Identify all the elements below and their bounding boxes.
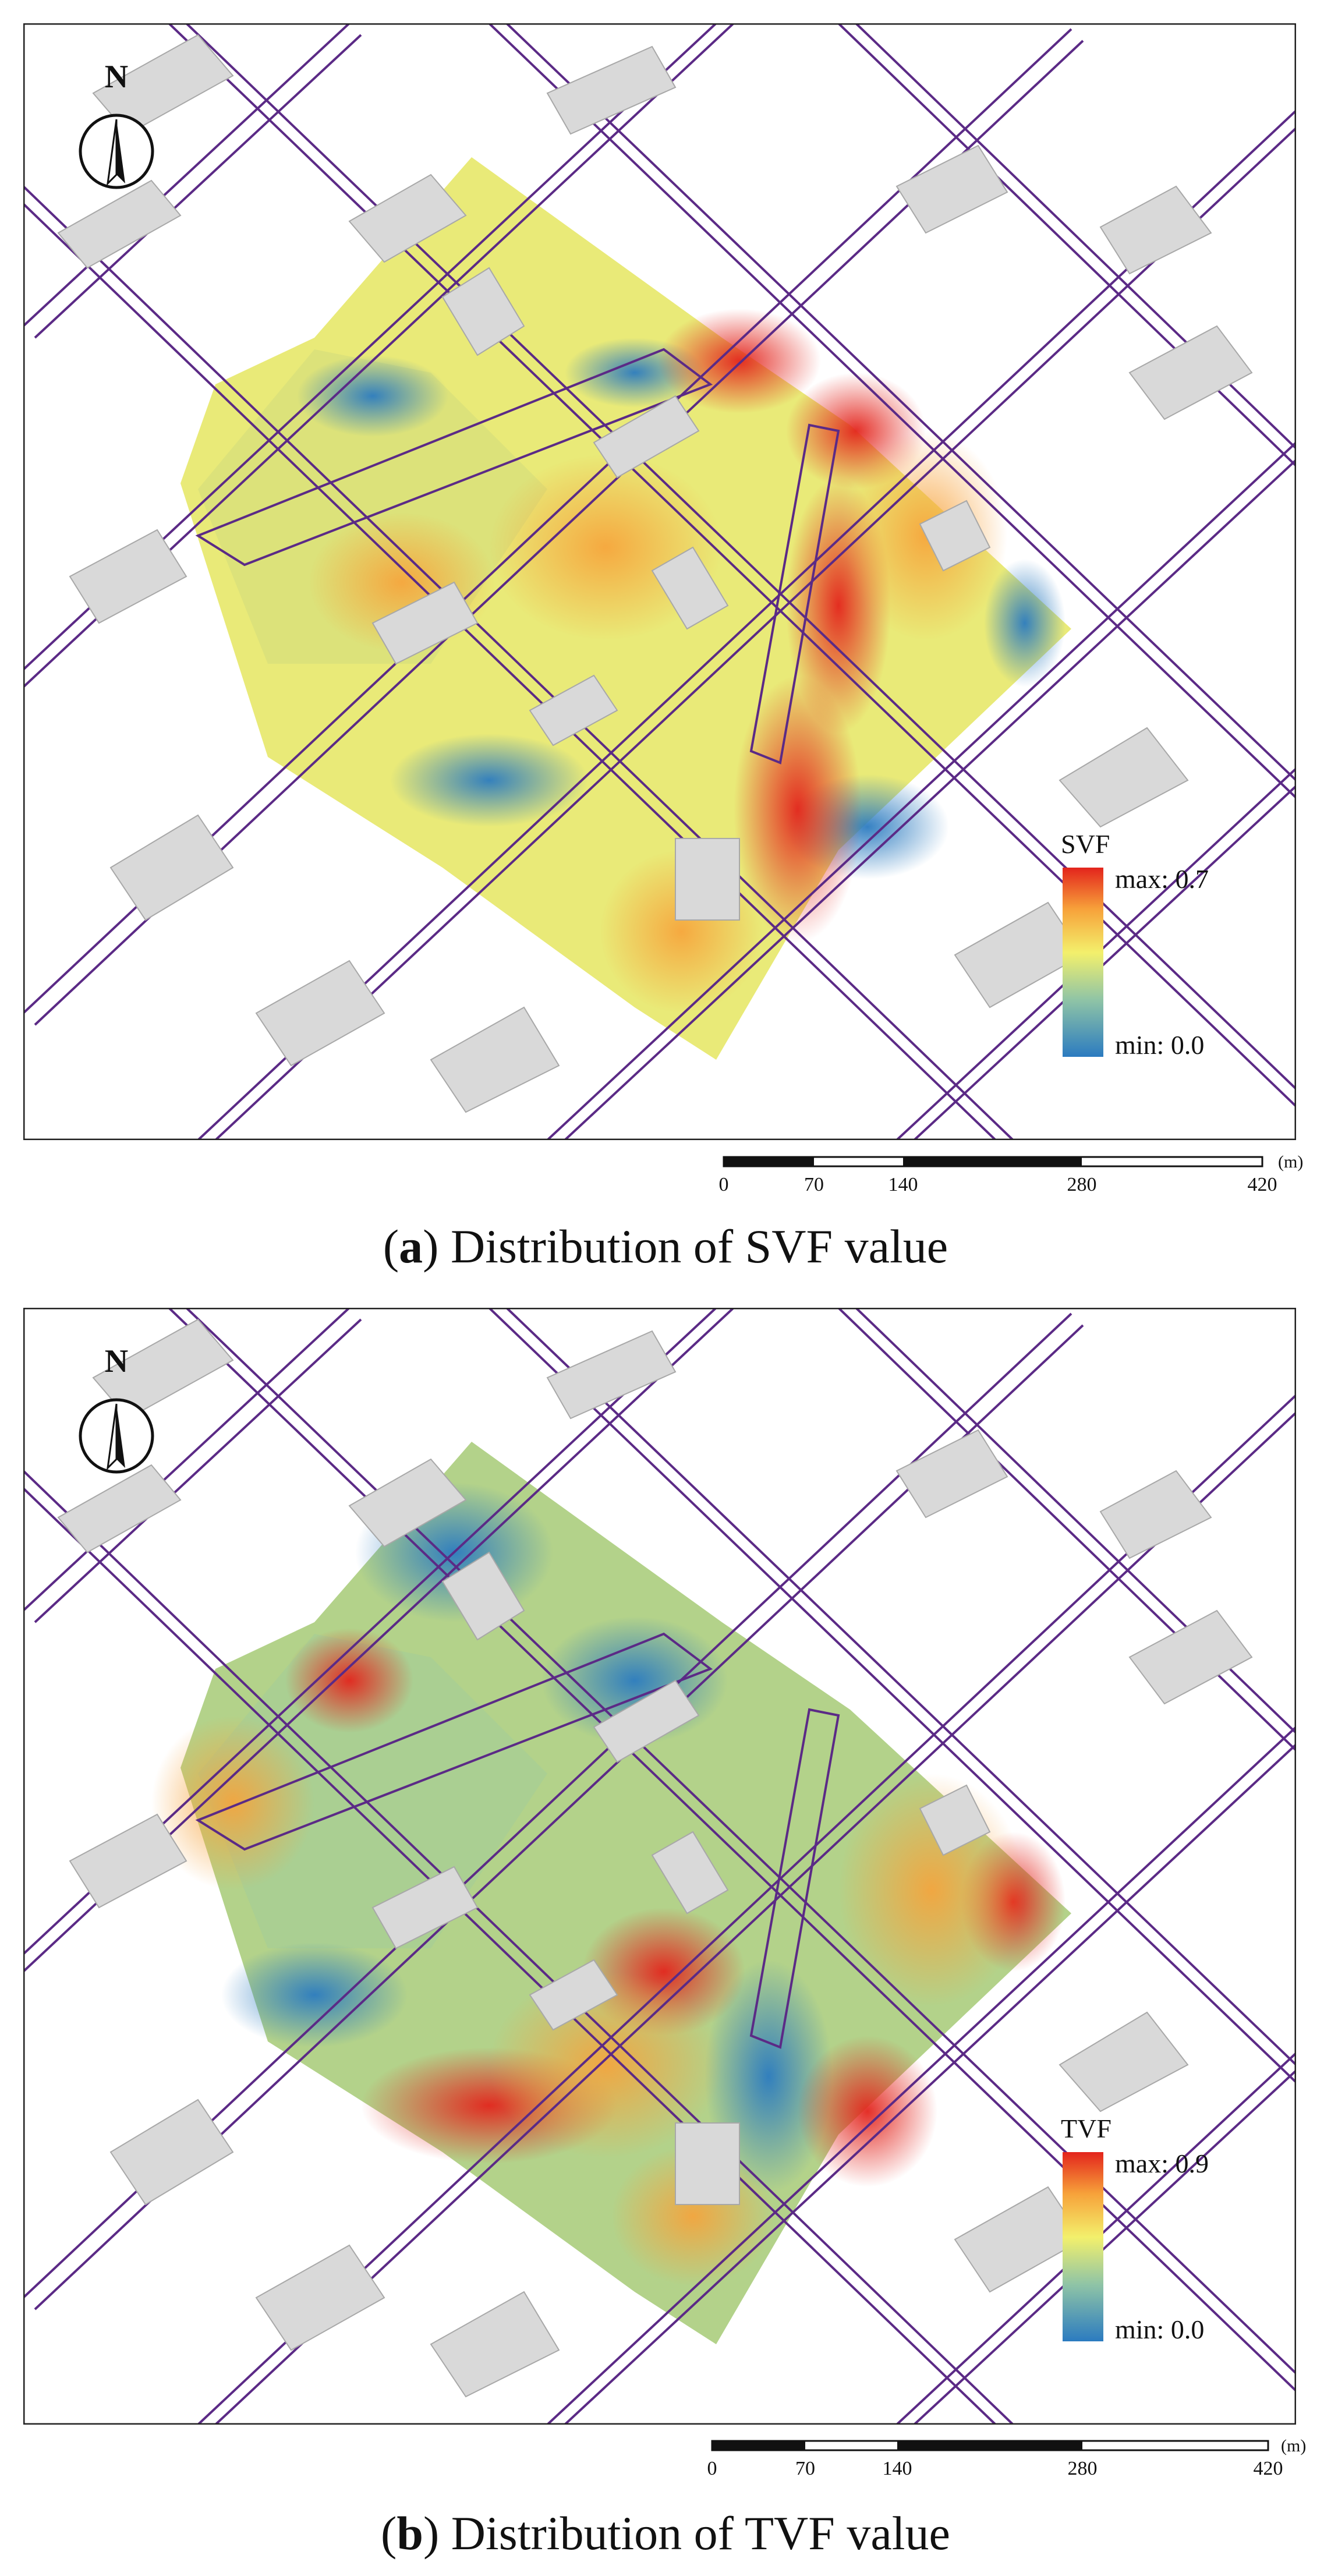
tvf-legend: TVF max: 0.9 min: 0.0 bbox=[1061, 2114, 1209, 2344]
building-footprints bbox=[57, 34, 1253, 1113]
caption-a: (a) Distribution of SVF value bbox=[383, 1220, 948, 1273]
legend-max-label: max: 0.9 bbox=[1115, 2149, 1209, 2178]
tvf-map-panel: N TVF max: 0.9 min: 0.0 bbox=[23, 1308, 1296, 2425]
svf-map: N SVF max: 0.7 min: 0.0 bbox=[23, 23, 1296, 1140]
north-label: N bbox=[105, 1343, 128, 1379]
caption-letter: a bbox=[399, 1220, 423, 1273]
scale-tick-420: 420 bbox=[1254, 2458, 1283, 2479]
legend-max-label: max: 0.7 bbox=[1115, 864, 1209, 894]
building-footprints bbox=[57, 1318, 1253, 2398]
north-arrow: N bbox=[79, 1343, 154, 1474]
scale-tick-140: 140 bbox=[888, 1174, 918, 1195]
svf-heat-region bbox=[180, 157, 1071, 1060]
scale-unit: (m) bbox=[1278, 1152, 1303, 1172]
scale-bar-a: 0 70 140 280 420 (m) bbox=[719, 1152, 1304, 1195]
legend-title: SVF bbox=[1061, 829, 1110, 859]
scale-tick-70: 70 bbox=[795, 2458, 815, 2479]
legend-title: TVF bbox=[1061, 2114, 1111, 2143]
tvf-map: N TVF max: 0.9 min: 0.0 bbox=[23, 1308, 1296, 2425]
scale-tick-70: 70 bbox=[804, 1174, 824, 1195]
north-arrow: N bbox=[79, 59, 154, 189]
legend-min-label: min: 0.0 bbox=[1115, 1030, 1204, 1060]
svf-legend: SVF max: 0.7 min: 0.0 bbox=[1061, 829, 1209, 1060]
scale-tick-280: 280 bbox=[1068, 2458, 1098, 2479]
tvf-heat-region bbox=[151, 1442, 1071, 2344]
scale-tick-0: 0 bbox=[719, 1174, 729, 1195]
caption-text: Distribution of SVF value bbox=[450, 1220, 948, 1273]
scale-tick-280: 280 bbox=[1067, 1174, 1097, 1195]
caption-b: (b) Distribution of TVF value bbox=[381, 2507, 950, 2560]
road-network bbox=[23, 1308, 1296, 2425]
scale-bar-b: 0 70 140 280 420 (m) bbox=[707, 2436, 1307, 2479]
legend-min-label: min: 0.0 bbox=[1115, 2315, 1204, 2344]
caption-letter: b bbox=[397, 2507, 423, 2560]
scale-unit: (m) bbox=[1281, 2436, 1306, 2455]
caption-text: Distribution of TVF value bbox=[451, 2507, 950, 2560]
scale-tick-0: 0 bbox=[707, 2458, 717, 2479]
svf-map-panel: N SVF max: 0.7 min: 0.0 bbox=[23, 23, 1296, 1140]
north-label: N bbox=[105, 59, 128, 95]
scale-tick-140: 140 bbox=[883, 2458, 912, 2479]
scale-tick-420: 420 bbox=[1248, 1174, 1277, 1195]
